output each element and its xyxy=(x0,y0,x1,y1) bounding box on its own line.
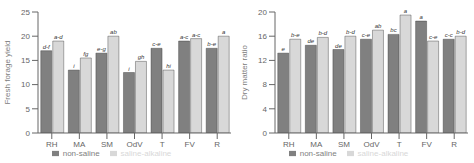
svg-text:OdV: OdV xyxy=(126,140,143,149)
svg-text:b-e: b-e xyxy=(207,41,216,47)
svg-text:OdV: OdV xyxy=(363,140,380,149)
svg-text:0: 0 xyxy=(263,129,268,138)
svg-text:5: 5 xyxy=(26,105,31,114)
svg-text:de: de xyxy=(307,38,314,44)
svg-text:T: T xyxy=(397,140,402,149)
svg-text:a-d: a-d xyxy=(54,34,63,40)
svg-text:4: 4 xyxy=(263,105,268,114)
svg-text:25: 25 xyxy=(21,8,30,17)
svg-text:Dry matter ratio: Dry matter ratio xyxy=(240,44,249,100)
svg-text:FV: FV xyxy=(422,140,433,149)
svg-text:b-e: b-e xyxy=(291,32,300,38)
svg-text:a-c: a-c xyxy=(180,34,188,40)
svg-text:16: 16 xyxy=(258,32,267,41)
svg-text:20: 20 xyxy=(21,32,30,41)
svg-text:i: i xyxy=(73,63,75,69)
svg-text:b-d: b-d xyxy=(318,30,327,36)
svg-text:bc: bc xyxy=(390,27,396,33)
svg-text:R: R xyxy=(451,140,457,149)
svg-text:ab: ab xyxy=(375,23,382,29)
svg-text:ab: ab xyxy=(110,29,117,35)
svg-text:8: 8 xyxy=(263,80,268,89)
svg-text:10: 10 xyxy=(21,80,30,89)
html-text:non-saline: non-saline xyxy=(299,149,337,158)
svg-text:c-e: c-e xyxy=(362,32,371,38)
svg-text:gh: gh xyxy=(138,54,145,60)
svg-text:RH: RH xyxy=(46,140,58,149)
svg-text:SM: SM xyxy=(101,140,113,149)
svg-text:fg: fg xyxy=(83,51,89,57)
svg-text:i: i xyxy=(128,66,130,72)
svg-text:a: a xyxy=(419,14,423,20)
svg-text:15: 15 xyxy=(21,56,30,65)
svg-text:c-c: c-c xyxy=(445,32,453,38)
svg-text:FV: FV xyxy=(185,140,196,149)
svg-text:20: 20 xyxy=(258,8,267,17)
svg-text:d-f: d-f xyxy=(43,44,51,50)
svg-text:e: e xyxy=(282,46,286,52)
svg-text:hi: hi xyxy=(166,63,171,69)
svg-text:a-c: a-c xyxy=(192,32,200,38)
svg-text:Fresh forage yield: Fresh forage yield xyxy=(8,40,12,104)
svg-text:0: 0 xyxy=(26,129,31,138)
svg-text:c-e: c-e xyxy=(152,41,161,47)
svg-text:c-e: c-e xyxy=(429,34,438,40)
svg-text:RH: RH xyxy=(283,140,295,149)
svg-text:MA: MA xyxy=(73,140,86,149)
svg-text:b-d: b-d xyxy=(456,29,465,35)
svg-text:T: T xyxy=(160,140,165,149)
html-text:non-saline: non-saline xyxy=(62,149,100,158)
svg-text:a: a xyxy=(222,29,226,35)
svg-text:R: R xyxy=(214,140,220,149)
svg-text:e-g: e-g xyxy=(97,46,106,52)
svg-text:b-d: b-d xyxy=(346,29,355,35)
svg-text:MA: MA xyxy=(310,140,323,149)
svg-text:a: a xyxy=(404,8,408,14)
html-text:saline-alkaline: saline-alkaline xyxy=(357,149,409,158)
svg-text:SM: SM xyxy=(338,140,350,149)
svg-text:12: 12 xyxy=(258,56,267,65)
html-text:saline-alkaline: saline-alkaline xyxy=(120,149,172,158)
svg-text:de: de xyxy=(335,43,342,49)
